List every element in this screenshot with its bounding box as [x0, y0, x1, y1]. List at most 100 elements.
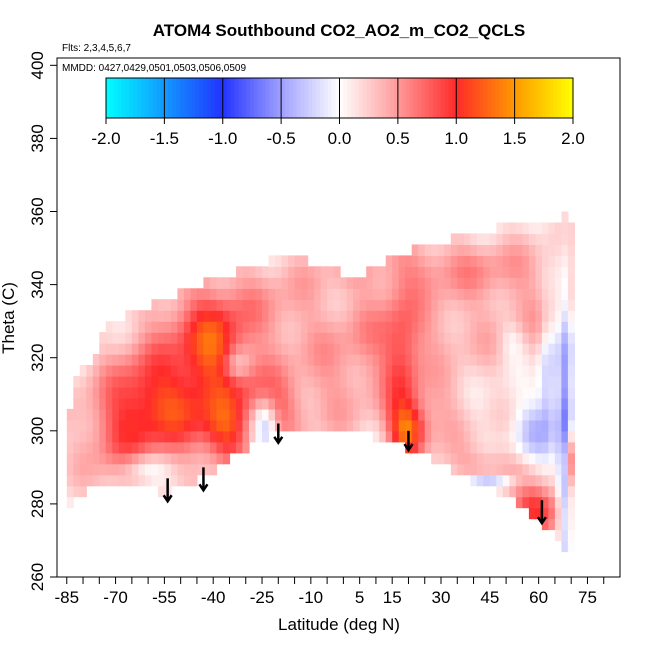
heatmap-cell — [528, 463, 536, 476]
heatmap-cell — [496, 343, 504, 355]
heatmap-cell — [535, 233, 543, 245]
heatmap-cell — [411, 288, 419, 300]
heatmap-cell — [554, 507, 562, 520]
colorbar-tick-label: 0.5 — [386, 129, 410, 148]
heatmap-cell — [294, 310, 302, 322]
heatmap-cell — [476, 321, 484, 333]
heatmap-cell — [131, 354, 139, 366]
heatmap-cell — [418, 244, 426, 256]
heatmap-cell — [522, 310, 530, 322]
heatmap-cell — [216, 419, 224, 432]
heatmap-cell — [118, 452, 126, 465]
heatmap-cell — [66, 496, 74, 509]
colorbar-strip — [397, 78, 403, 118]
heatmap-cell — [288, 365, 296, 377]
heatmap-cell — [444, 321, 452, 333]
heatmap-cell — [489, 310, 497, 322]
heatmap-cell — [515, 266, 523, 278]
heatmap-cell — [457, 365, 465, 377]
heatmap-cell — [236, 430, 244, 443]
heatmap-cell — [411, 244, 419, 256]
heatmap-cell — [79, 441, 87, 454]
heatmap-cell — [431, 255, 439, 267]
heatmap-cell — [340, 354, 348, 366]
heatmap-cell — [301, 354, 309, 366]
heatmap-cell — [112, 321, 120, 333]
colorbar-strip — [222, 78, 228, 118]
heatmap-cell — [554, 408, 562, 421]
heatmap-cell — [431, 441, 439, 454]
heatmap-cell — [164, 332, 172, 344]
colorbar-strip — [300, 78, 305, 118]
heatmap-cell — [528, 485, 536, 498]
heatmap-cell — [496, 408, 504, 421]
heatmap-cell — [249, 277, 257, 289]
heatmap-cell — [502, 485, 510, 498]
heatmap-cell — [515, 496, 523, 509]
heatmap-cell — [112, 365, 120, 377]
heatmap-cell — [561, 485, 569, 498]
heatmap-cell — [229, 397, 237, 410]
heatmap-cell — [437, 386, 445, 399]
heatmap-cell — [554, 244, 562, 256]
heatmap-cell — [281, 343, 289, 355]
heatmap-cell — [105, 463, 113, 476]
heatmap-cell — [255, 299, 263, 311]
heatmap-cell — [144, 386, 152, 399]
heatmap-cell — [522, 354, 530, 366]
heatmap-cell — [522, 244, 530, 256]
heatmap-cell — [405, 376, 413, 388]
heatmap-cell — [190, 288, 198, 300]
heatmap-cell — [515, 277, 523, 289]
heatmap-cell — [144, 365, 152, 377]
heatmap-cell — [138, 310, 146, 322]
heatmap-cell — [112, 452, 120, 465]
heatmap-cell — [66, 419, 74, 432]
heatmap-cell — [385, 343, 393, 355]
heatmap-cell — [255, 419, 263, 432]
heatmap-cell — [450, 233, 458, 245]
heatmap-cell — [229, 441, 237, 454]
heatmap-cell — [79, 397, 87, 410]
heatmap-cell — [210, 354, 218, 366]
heatmap-cell — [164, 419, 172, 432]
heatmap-cell — [379, 408, 387, 421]
colorbar-strip — [510, 78, 516, 118]
colorbar-strip — [487, 78, 492, 118]
heatmap-cell — [157, 430, 165, 443]
heatmap-cell — [528, 222, 536, 235]
heatmap-cell — [405, 288, 413, 300]
heatmap-cell — [392, 266, 400, 278]
heatmap-cell — [535, 244, 543, 256]
heatmap-cell — [535, 419, 543, 432]
heatmap-cell — [541, 452, 549, 465]
heatmap-cell — [170, 474, 178, 487]
heatmap-cell — [196, 430, 204, 443]
heatmap-cell — [398, 354, 406, 366]
heatmap-cell — [268, 386, 276, 399]
heatmap-cell — [470, 441, 478, 454]
heatmap-cell — [118, 343, 126, 355]
heatmap-cell — [366, 321, 374, 333]
heatmap-cell — [327, 266, 335, 278]
heatmap-cell — [476, 354, 484, 366]
heatmap-cell — [561, 386, 569, 399]
heatmap-cell — [196, 441, 204, 454]
heatmap — [66, 211, 575, 553]
heatmap-cell — [431, 408, 439, 421]
heatmap-cell — [138, 321, 146, 333]
heatmap-cell — [398, 299, 406, 311]
heatmap-cell — [190, 408, 198, 421]
heatmap-cell — [496, 474, 504, 487]
heatmap-cell — [528, 430, 536, 443]
heatmap-cell — [340, 386, 348, 399]
heatmap-cell — [483, 299, 491, 311]
heatmap-cell — [379, 386, 387, 399]
colorbar-strip — [522, 78, 527, 118]
heatmap-cell — [288, 288, 296, 300]
heatmap-cell — [249, 321, 257, 333]
colorbar-strip — [378, 78, 383, 118]
heatmap-cell — [457, 332, 465, 344]
heatmap-cell — [470, 474, 478, 487]
colorbar-strip — [436, 78, 442, 118]
